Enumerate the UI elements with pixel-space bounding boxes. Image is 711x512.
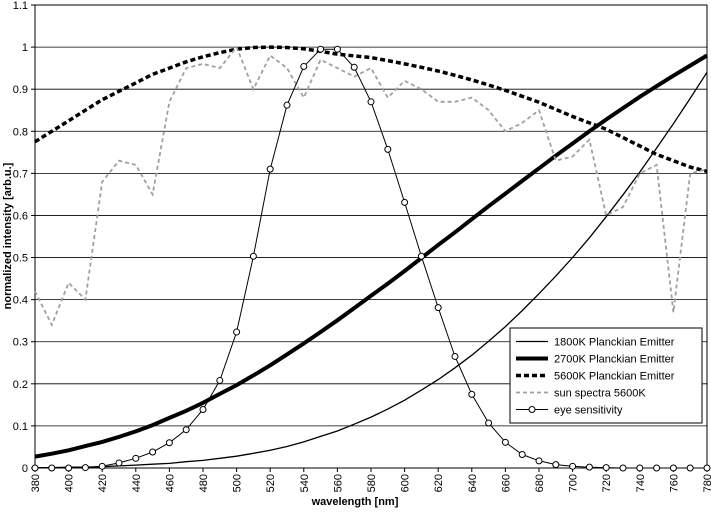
x-tick-label: 620 [433,474,445,492]
series-marker [31,464,39,472]
series-marker [132,454,140,462]
y-tick-label: 0.2 [13,379,28,391]
y-axis-label: normalized intensity [arb.u.] [2,162,14,309]
series-marker [703,464,711,472]
series-marker [585,463,593,471]
series-marker [266,165,274,173]
legend-label: eye sensitivity [554,405,623,417]
x-tick-label: 680 [534,474,546,492]
x-tick-label: 380 [30,474,42,492]
series-marker [417,252,425,260]
series-marker [199,405,207,413]
x-axis-label: wavelength [nm] [311,496,399,508]
series-marker [48,464,56,472]
series-marker [401,198,409,206]
series-marker [569,462,577,470]
legend: 1800K Planckian Emitter 2700K Planckian E… [509,327,703,424]
series-marker [636,464,644,472]
series-marker [669,464,677,472]
series-marker [115,459,123,467]
series-marker [98,462,106,470]
series-marker [518,451,526,459]
legend-label: 1800K Planckian Emitter [554,337,675,349]
series-marker [317,45,325,53]
x-tick-label: 700 [568,474,580,492]
series-marker [619,464,627,472]
series-marker [602,464,610,472]
series-line [34,53,709,459]
x-tick-label: 420 [97,474,109,492]
series-marker [333,45,341,53]
y-tick-label: 1 [22,42,28,54]
x-tick-label: 440 [131,474,143,492]
y-tick-label: 0.7 [13,168,28,180]
series-line [34,45,708,328]
x-tick-label: 780 [702,474,711,492]
series-marker [451,352,459,360]
series-marker [165,439,173,447]
y-tick-label: 0.3 [13,337,28,349]
y-tick-label: 0.4 [13,295,28,307]
x-tick-label: 560 [332,474,344,492]
x-tick-label: 500 [232,474,244,492]
legend-marker [528,406,536,413]
legend-label: sun spectra 5600K [554,388,646,400]
series-marker [65,464,73,472]
y-tick-label: 0.9 [13,84,28,96]
series-marker [501,438,509,446]
y-tick-label: 0.5 [13,253,28,265]
x-tick-label: 660 [500,474,512,492]
series-marker [535,457,543,465]
series-marker [384,145,392,153]
series-marker [552,461,560,469]
x-tick-label: 480 [198,474,210,492]
y-tick-label: 0 [22,463,28,475]
legend-label: 2700K Planckian Emitter [554,354,675,366]
x-tick-label: 600 [400,474,412,492]
series-marker [367,98,375,106]
series-marker [81,464,89,472]
series-marker [233,328,241,336]
x-tick-label: 580 [366,474,378,492]
series-marker [182,426,190,434]
series-marker [350,63,358,71]
x-tick-label: 400 [64,474,76,492]
series-marker [149,448,157,456]
series-line [35,71,708,469]
series-marker [468,390,476,398]
x-tick-label: 740 [635,474,647,492]
y-tick-label: 1.1 [13,0,28,12]
x-tick-label: 640 [467,474,479,492]
series-marker [434,304,442,312]
x-tick-label: 520 [265,474,277,492]
series-marker [653,464,661,472]
series-marker [485,419,493,427]
x-tick-label: 460 [164,474,176,492]
series-marker [686,464,694,472]
series-marker [249,252,257,260]
plot-frame [34,4,708,469]
series-line [34,45,708,173]
y-tick-label: 0.1 [13,421,28,433]
x-tick-label: 540 [299,474,311,492]
x-tick-label: 760 [668,474,680,492]
series-marker [300,62,308,70]
x-tick-label: 720 [601,474,613,492]
y-tick-label: 0.6 [13,210,28,222]
legend-label: 5600K Planckian Emitter [554,371,675,383]
series-marker [283,101,291,109]
y-tick-label: 0.8 [13,126,28,138]
series-marker [216,376,224,384]
